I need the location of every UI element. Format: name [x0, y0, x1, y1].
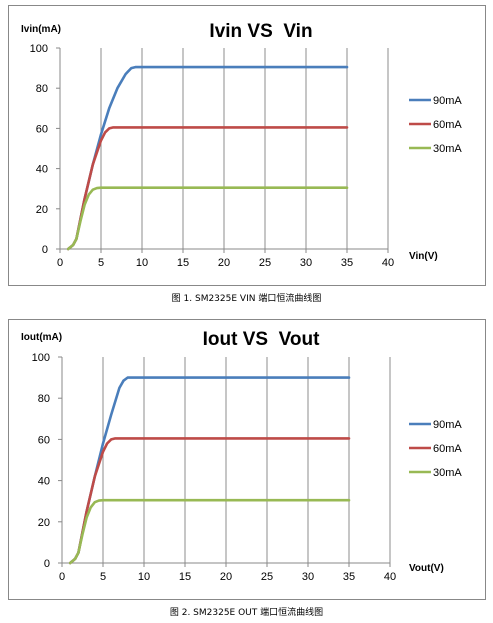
x-tick-label: 10: [136, 257, 148, 269]
x-axis-label: Vout(V): [409, 563, 444, 574]
y-tick-label: 100: [30, 43, 48, 55]
y-tick-label: 60: [38, 434, 50, 446]
x-tick-label: 25: [261, 571, 273, 583]
chart-title: Ivin VS Vin: [209, 21, 312, 42]
y-tick-label: 20: [36, 204, 48, 216]
legend-label-30mA: 30mA: [433, 467, 462, 479]
legend-label-60mA: 60mA: [433, 443, 462, 455]
x-tick-label: 30: [300, 257, 312, 269]
chart-1-svg: Ivin VS Vin Ivin(mA) Vin(V) 020406080100…: [21, 21, 462, 269]
series-line-90mA: [68, 376, 351, 565]
chart-2-svg: Iout VS Vout Iout(mA) Vout(V) 0 20 40 60 80 1…: [21, 329, 462, 583]
legend-label-90mA: 90mA: [433, 419, 462, 431]
x-tick-label: 10: [138, 571, 150, 583]
x-tick-label: 0: [57, 257, 63, 269]
y-tick-label: 80: [36, 83, 48, 95]
x-axis-label: Vin(V): [409, 251, 438, 262]
x-tick-label: 40: [384, 571, 396, 583]
chart-title: Iout VS Vout: [203, 329, 320, 350]
series-line-30mA: [66, 186, 349, 251]
series-line-30mA: [68, 498, 351, 565]
y-tick-label: 100: [32, 352, 50, 364]
x-tick-label: 15: [179, 571, 191, 583]
x-tick-label: 40: [382, 257, 394, 269]
y-tick-label: 0: [44, 558, 50, 570]
y-tick-label: 40: [38, 476, 50, 488]
legend-label-60mA: 60mA: [433, 119, 462, 131]
x-tick-label: 0: [59, 571, 65, 583]
chart-iout-vs-vout: Iout VS Vout Iout(mA) Vout(V) 0 20 40 60 80 1…: [8, 319, 486, 600]
x-tick-label: 35: [343, 571, 355, 583]
x-tick-label: 5: [100, 571, 106, 583]
x-tick-label: 20: [220, 571, 232, 583]
chart-ivin-vs-vin: Ivin VS Vin Ivin(mA) Vin(V) 0 20 40 60 80 100…: [8, 5, 486, 286]
x-tick-label: 20: [218, 257, 230, 269]
y-tick-label: 80: [38, 393, 50, 405]
x-tick-label: 35: [341, 257, 353, 269]
x-tick-label: 15: [177, 257, 189, 269]
legend-label-30mA: 30mA: [433, 143, 462, 155]
legend-label-90mA: 90mA: [433, 95, 462, 107]
series-line-90mA: [66, 65, 349, 251]
figure-caption-2: 图 2. SM2325E OUT 端口恒流曲线图: [169, 608, 324, 618]
x-tick-label: 5: [98, 257, 104, 269]
y-tick-label: 60: [36, 123, 48, 135]
y-axis-label: Iout(mA): [21, 332, 62, 343]
x-tick-label: 30: [302, 571, 314, 583]
figure-caption-1: 图 1. SM2325E VIN 端口恒流曲线图: [171, 294, 322, 304]
x-tick-label: 25: [259, 257, 271, 269]
y-tick-label: 40: [36, 164, 48, 176]
y-axis-label: Ivin(mA): [21, 24, 61, 35]
y-tick-label: 0: [42, 244, 48, 256]
y-tick-label: 20: [38, 517, 50, 529]
